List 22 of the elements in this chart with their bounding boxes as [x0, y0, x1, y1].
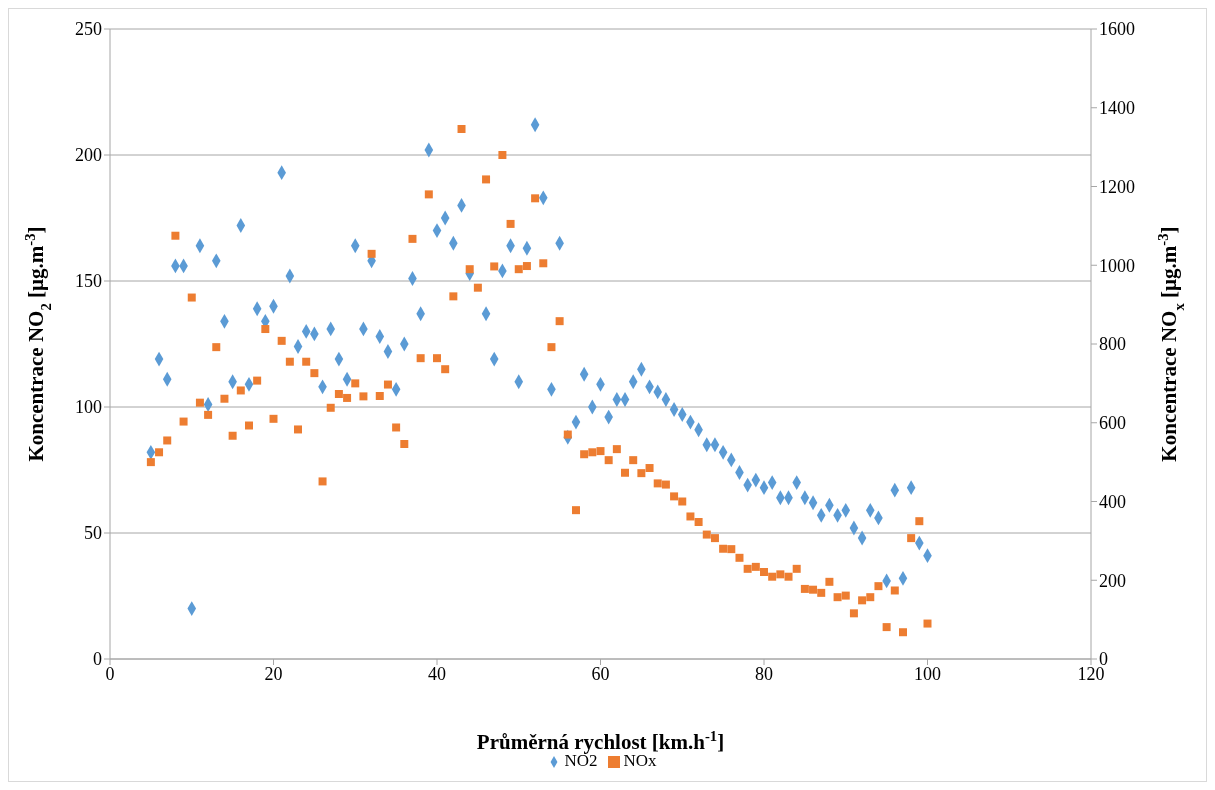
y2-tick-label: 400	[1099, 491, 1126, 512]
x-tick-label: 40	[428, 663, 446, 684]
y-tick-label: 250	[75, 19, 102, 40]
x-tick-label: 80	[755, 663, 773, 684]
x-tick-label: 60	[591, 663, 610, 684]
y2-tick-label: 800	[1099, 334, 1126, 355]
y-tick-label: 50	[84, 523, 102, 544]
y2-tick-label: 1200	[1099, 176, 1135, 197]
y2-tick-label: 1400	[1099, 98, 1135, 119]
x-tick-label: 20	[264, 663, 283, 684]
y2-tick-label: 1600	[1099, 19, 1135, 40]
y2-tick-label: 1000	[1099, 255, 1135, 276]
legend-label: NOx	[623, 751, 657, 770]
x-tick-label: 0	[105, 663, 115, 684]
x-tick-label: 100	[914, 663, 941, 684]
y-tick-label: 100	[75, 397, 102, 418]
y-tick-label: 150	[75, 271, 102, 292]
y2-tick-label: 600	[1099, 413, 1126, 434]
y2-tick-label: 200	[1099, 570, 1126, 591]
y-tick-label: 0	[93, 649, 102, 670]
y-tick-label: 200	[75, 145, 102, 166]
x-axis-title: Průměrná rychlost [km.h$^{-1}$]	[476, 728, 725, 754]
